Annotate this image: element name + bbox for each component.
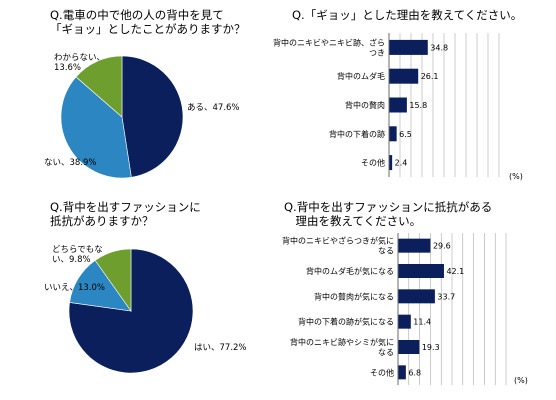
chart-title: Q.背中を出すファッションに 抵抗がありますか？ bbox=[50, 200, 201, 228]
slice-label: はい、77.2% bbox=[194, 343, 247, 353]
category-label: 背中のニキビ跡やシミが気になる bbox=[290, 337, 394, 357]
slice-label: ない、38.9% bbox=[44, 158, 97, 168]
slice-label: ある、47.6% bbox=[187, 103, 240, 113]
data-label: 42.1 bbox=[446, 267, 464, 276]
chart-title: Q.「ギョッ」とした理由を教えてください。 bbox=[292, 8, 523, 22]
category-label: 背中の贅肉 bbox=[345, 100, 385, 110]
bar bbox=[389, 97, 407, 113]
category-label: 背中の贅肉が気になる bbox=[314, 291, 394, 301]
category-label: 背中のニキビやニキビ跡、ざらつき bbox=[273, 37, 385, 57]
pie-slice bbox=[75, 55, 123, 118]
bar bbox=[398, 264, 444, 278]
category-label: 背中のムダ毛 bbox=[337, 71, 385, 81]
bar-chart: 34.8 背中のニキビやニキビ跡、ざらつき 26.1 背中のムダ毛 15.8 背中の贅肉 6… bbox=[273, 33, 500, 177]
bar bbox=[389, 126, 397, 142]
data-label: 26.1 bbox=[421, 72, 439, 81]
data-label: 15.8 bbox=[409, 101, 427, 110]
category-label: その他 bbox=[370, 367, 394, 377]
unit-label: (%) bbox=[509, 172, 523, 181]
data-label: 11.4 bbox=[413, 318, 431, 327]
category-label: 背中のニキビやざらつきが気になる bbox=[282, 236, 394, 256]
category-label: その他 bbox=[361, 158, 385, 168]
pie-slice bbox=[121, 55, 184, 178]
pie-chart: ある、47.6% ない、38.9% わからない、 13.6% bbox=[44, 53, 240, 179]
slice-label: わからない、 13.6% bbox=[54, 53, 105, 73]
data-label: 33.7 bbox=[437, 292, 455, 301]
bar bbox=[398, 365, 406, 380]
slice-label: どちらでもない、9.8% bbox=[52, 245, 103, 265]
chart-title: Q.背中を出すファッションに抵抗がある 理由を教えてください。 bbox=[284, 200, 493, 228]
pie-slice bbox=[60, 76, 132, 179]
bar bbox=[398, 340, 420, 354]
bar bbox=[398, 289, 435, 304]
pie-panel-2: Q.背中を出すファッションに 抵抗がありますか？ はい、77.2% いいえ、13.… bbox=[0, 200, 278, 400]
category-label: 背中のムダ毛が気になる bbox=[306, 266, 394, 276]
data-label: 34.8 bbox=[430, 43, 448, 52]
bar bbox=[389, 39, 428, 55]
bar-chart: 29.6 背中のニキビやざらつきが気になる 42.1 背中のムダ毛が気になる 33.7 背… bbox=[282, 233, 507, 385]
slice-label: いいえ、13.0% bbox=[44, 283, 105, 293]
pie-slice bbox=[94, 248, 132, 312]
data-label: 6.8 bbox=[408, 368, 421, 377]
data-label: 29.6 bbox=[433, 242, 451, 251]
bar bbox=[398, 314, 411, 329]
category-label: 背中の下着の跡 bbox=[329, 129, 385, 139]
unit-label: (%) bbox=[514, 376, 528, 385]
data-label: 6.5 bbox=[399, 130, 412, 139]
pie-chart: はい、77.2% いいえ、13.0% どちらでもない、9.8% bbox=[44, 245, 247, 374]
bar-panel-1: Q.「ギョッ」とした理由を教えてください。 34.8 背中のニキビやニキビ跡、ざら… bbox=[273, 0, 556, 200]
bar bbox=[398, 238, 431, 253]
pie-panel-1: Q.電車の中で他の人の背中を見て 「ギョッ」としたことがありますか？ ある、47… bbox=[0, 0, 278, 200]
category-label: 背中の下着の跡が気になる bbox=[298, 317, 394, 327]
chart-title: Q.電車の中で他の人の背中を見て 「ギョッ」としたことがありますか？ bbox=[50, 8, 246, 36]
bar-panel-2: Q.背中を出すファッションに抵抗がある 理由を教えてください。 29.6 背中のニ… bbox=[278, 200, 556, 400]
bar bbox=[389, 155, 393, 171]
bar bbox=[389, 68, 419, 84]
data-label: 2.4 bbox=[395, 159, 408, 168]
data-label: 19.3 bbox=[422, 343, 440, 352]
